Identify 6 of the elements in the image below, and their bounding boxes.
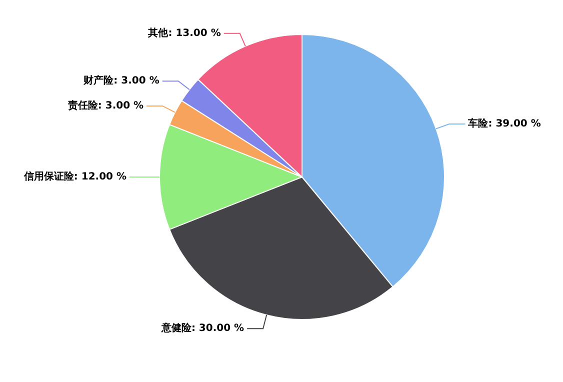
slice-label: 信用保证险: 12.00 %: [22, 170, 126, 183]
slice-label: 车险: 39.00 %: [467, 118, 541, 130]
slice-label: 财产险: 3.00 %: [82, 74, 160, 87]
slice-label: 意健险: 30.00 %: [160, 322, 244, 334]
slice-label: 其他: 13.00 %: [147, 26, 221, 39]
slice-label: 责任险: 3.00 %: [66, 100, 144, 112]
